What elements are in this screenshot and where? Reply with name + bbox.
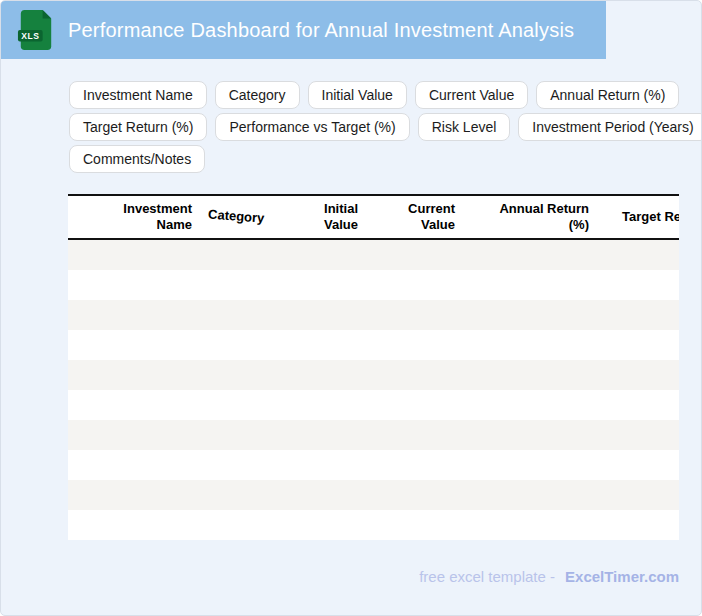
- chip-investment-period-years[interactable]: Investment Period (Years): [518, 113, 702, 141]
- table-row: [68, 390, 679, 420]
- field-chips: Investment Name Category Initial Value Curr…: [69, 81, 689, 177]
- header-bar: XLS Performance Dashboard for Annual Inv…: [1, 1, 606, 59]
- chip-risk-level[interactable]: Risk Level: [418, 113, 511, 141]
- footer-brand-link[interactable]: ExcelTimer.com: [565, 568, 679, 585]
- preview-table: Investment NameCategoryInitial ValueCurr…: [68, 194, 679, 540]
- page-title: Performance Dashboard for Annual Investm…: [68, 19, 574, 42]
- template-preview-card: XLS Performance Dashboard for Annual Inv…: [0, 0, 702, 616]
- table-row: [68, 330, 679, 360]
- column-header-target-return: Target Return (%): [594, 209, 679, 225]
- chip-investment-name[interactable]: Investment Name: [69, 81, 207, 109]
- footer: free excel template - ExcelTimer.com: [419, 568, 679, 585]
- chip-category[interactable]: Category: [215, 81, 300, 109]
- column-header-current-value: Current Value: [364, 201, 461, 234]
- column-header-initial-value: Initial Value: [286, 201, 364, 234]
- table-row: [68, 300, 679, 330]
- chip-initial-value[interactable]: Initial Value: [308, 81, 407, 109]
- footer-text: free excel template -: [419, 568, 555, 585]
- table-row: [68, 240, 679, 270]
- table-row: [68, 360, 679, 390]
- table-row: [68, 510, 679, 540]
- chip-performance-vs-target[interactable]: Performance vs Target (%): [215, 113, 409, 141]
- table-row: [68, 270, 679, 300]
- chip-row-1: Investment Name Category Initial Value Curr…: [69, 81, 689, 109]
- table-header-row: Investment NameCategoryInitial ValueCurr…: [68, 194, 679, 240]
- column-header-investment-name: Investment Name: [68, 201, 198, 234]
- chip-row-2: Target Return (%) Performance vs Target (…: [69, 113, 689, 141]
- table-row: [68, 480, 679, 510]
- chip-comments-notes[interactable]: Comments/Notes: [69, 145, 205, 173]
- xls-file-icon: XLS: [17, 9, 55, 51]
- column-header-category: Category: [198, 206, 287, 228]
- table-row: [68, 450, 679, 480]
- chip-current-value[interactable]: Current Value: [415, 81, 528, 109]
- chip-annual-return[interactable]: Annual Return (%): [536, 81, 679, 109]
- xls-icon-label: XLS: [21, 31, 39, 41]
- column-header-annual-return: Annual Return (%): [461, 201, 594, 234]
- table-row: [68, 420, 679, 450]
- chip-row-3: Comments/Notes: [69, 145, 689, 173]
- table-body: [68, 240, 679, 540]
- chip-target-return[interactable]: Target Return (%): [69, 113, 207, 141]
